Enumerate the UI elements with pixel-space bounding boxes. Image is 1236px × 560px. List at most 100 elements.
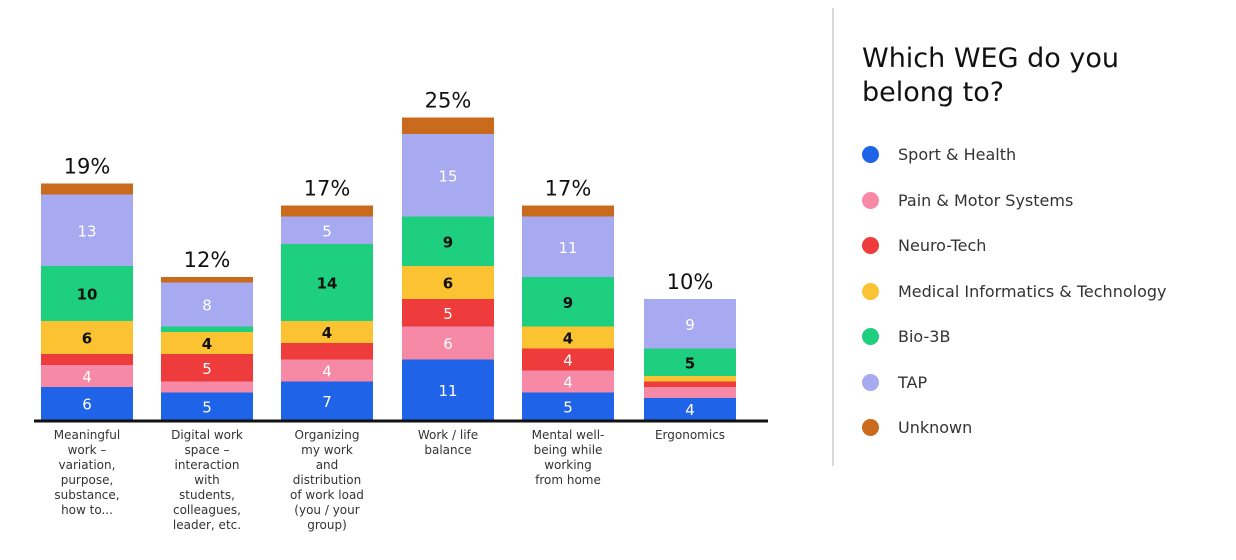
legend-swatch [862,373,879,391]
category-label: Organizing my work and distribution of work … [277,428,377,533]
bar-segment [161,282,253,327]
bar-segment [522,277,614,327]
bar-segment [41,194,133,266]
category-label: Mental well-being while working from home [518,428,618,488]
data-label: 9 [563,294,573,312]
legend-item: Medical Informatics & Technology [862,269,1166,315]
bar-segment [522,348,614,371]
data-label: 4 [322,324,332,342]
category-label-line: space – [184,443,230,457]
legend-label: Neuro-Tech [898,236,987,256]
category-label-line: colleagues, [172,503,241,517]
bar-segment [522,205,614,217]
category-label-line: balance [424,443,472,457]
data-label: 6 [82,330,92,348]
data-label: 4 [563,330,573,348]
legend-item: TAP [862,360,1166,406]
legend-swatch [862,282,879,300]
bar-segment [402,359,494,420]
total-label: 17% [304,177,351,201]
stacked-bar-chart: 6 4 6 10 13 19% 5 5 4 8 12% 7 4 4 14 5 17% 11 6 5 6 9 15 25% 5 4 4… [34,89,768,423]
bar-segment [522,326,614,349]
category-label-line: work – [67,443,107,457]
category-label-line: substance, [54,488,120,502]
bar-segment [281,205,373,217]
bar-segment [644,299,736,349]
data-label: 4 [202,335,212,353]
data-label: 4 [82,368,92,386]
data-label: 4 [563,352,573,370]
legend: Sport & Health Pain & Motor Systems Neuro-… [862,132,1166,451]
divider [832,8,834,466]
legend-label: Medical Informatics & Technology [898,281,1167,301]
bar-segment [161,381,253,393]
data-label: 5 [685,354,695,372]
category-label-line: how to... [61,503,113,517]
bar-segment [402,134,494,217]
bar-segment [644,376,736,382]
total-label: 12% [184,248,231,272]
legend-label: Unknown [898,418,973,438]
bar-segment [161,326,253,332]
data-label: 6 [443,275,453,293]
bar-segment [161,392,253,420]
bar-segment [41,321,133,354]
data-label: 4 [685,401,695,419]
data-label: 5 [443,305,453,323]
category-label-line: Ergonomics [654,428,726,442]
data-label: 5 [202,398,212,416]
legend-label: Sport & Health [898,145,1017,165]
legend-swatch [862,328,879,346]
category-label: Digital work space – interaction with studen… [157,428,257,533]
bar-segment [522,370,614,393]
data-label: 10 [77,286,98,304]
legend-item: Unknown [862,405,1166,451]
category-label-line: of work load [290,488,364,502]
bar-segment [281,244,373,321]
legend-swatch [862,146,879,164]
category-label-line: working [544,458,592,472]
legend-label: Pain & Motor Systems [898,190,1074,210]
total-label: 25% [425,89,472,113]
data-label: 9 [443,233,453,251]
bar-segment [281,343,373,360]
data-label: 4 [322,363,332,381]
category-label: Work / life balance [398,428,498,458]
data-label: 4 [563,374,573,392]
category-label-line: with [194,473,220,487]
category-label-line: (you / your [294,503,360,517]
category-label-line: Meaningful [53,428,121,442]
category-label-line: from home [535,473,601,487]
category-label-line: being while [533,443,603,457]
category-label-line: Mental well- [531,428,605,442]
bar-segment [281,321,373,343]
data-label: 14 [317,275,338,293]
data-label: 8 [202,297,212,315]
data-label: 6 [82,396,92,414]
total-label: 19% [64,155,111,179]
bar-segment [402,299,494,327]
legend-item: Neuro-Tech [862,223,1166,269]
category-label-line: Organizing [294,428,360,442]
category-label-line: variation, [58,458,116,472]
category-label-line: Digital work [171,428,243,442]
data-label: 15 [438,167,457,185]
data-label: 6 [443,335,453,353]
category-label: Meaningful work – variation, purpose, substa… [37,428,137,518]
bar-segment [161,277,253,283]
bar-segment [402,216,494,266]
legend-label: Bio-3B [898,327,951,347]
category-label: Ergonomics [640,428,740,443]
data-label: 5 [563,398,573,416]
bar-segment [41,183,133,195]
data-label: 13 [77,222,96,240]
bar-segment [41,387,133,420]
bar-segment [522,392,614,420]
category-label-line: interaction [174,458,240,472]
legend-item: Bio-3B [862,314,1166,360]
category-label-line: distribution [292,473,362,487]
bar-segment [644,387,736,398]
legend-swatch [862,419,879,437]
data-label: 11 [558,239,577,257]
bar-segment [644,348,736,376]
